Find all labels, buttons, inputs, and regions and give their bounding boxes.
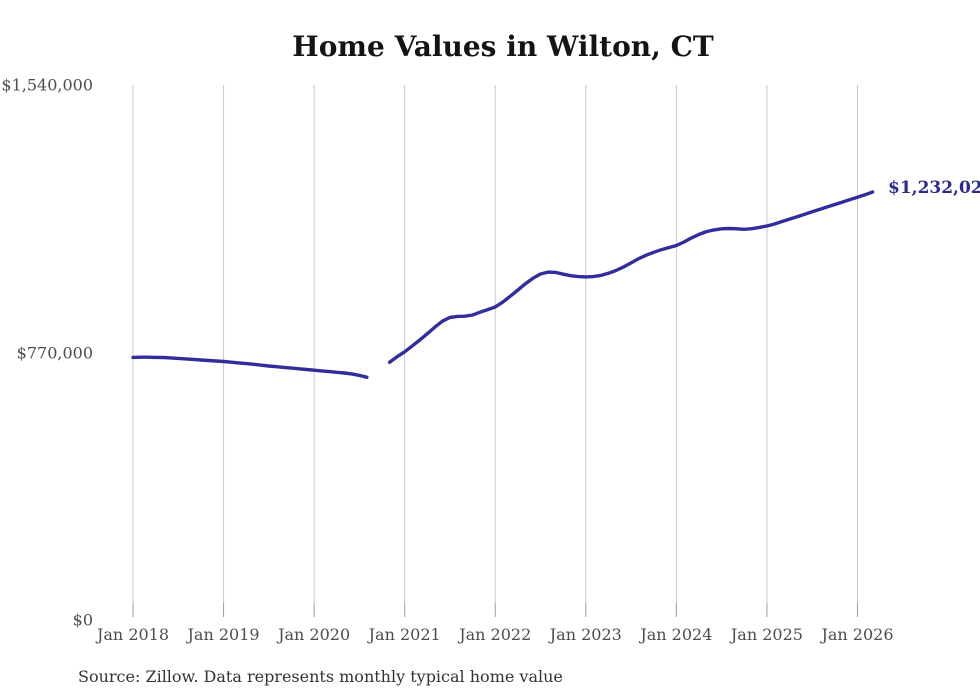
source-note: Source: Zillow. Data represents monthly … — [78, 667, 563, 686]
chart-title: Home Values in Wilton, CT — [292, 30, 714, 63]
y-axis-label: $0 — [72, 610, 93, 630]
y-axis-label: $1,540,000 — [1, 75, 93, 95]
latest-value-label: $1,232,02 — [888, 178, 980, 198]
x-axis-label: Jan 2018 — [96, 625, 170, 644]
value-line — [131, 355, 369, 379]
x-axis-label: Jan 2019 — [187, 625, 260, 644]
value-line — [387, 190, 875, 364]
x-axis-label: Jan 2024 — [640, 625, 713, 644]
x-axis-label: Jan 2023 — [549, 625, 622, 644]
x-axis-label: Jan 2021 — [368, 625, 441, 644]
x-axis-label: Jan 2022 — [459, 625, 532, 644]
x-axis-label: Jan 2026 — [821, 625, 894, 644]
y-axis-label: $770,000 — [16, 343, 93, 362]
x-axis-label: Jan 2020 — [278, 625, 351, 644]
x-axis-label: Jan 2025 — [730, 625, 803, 644]
